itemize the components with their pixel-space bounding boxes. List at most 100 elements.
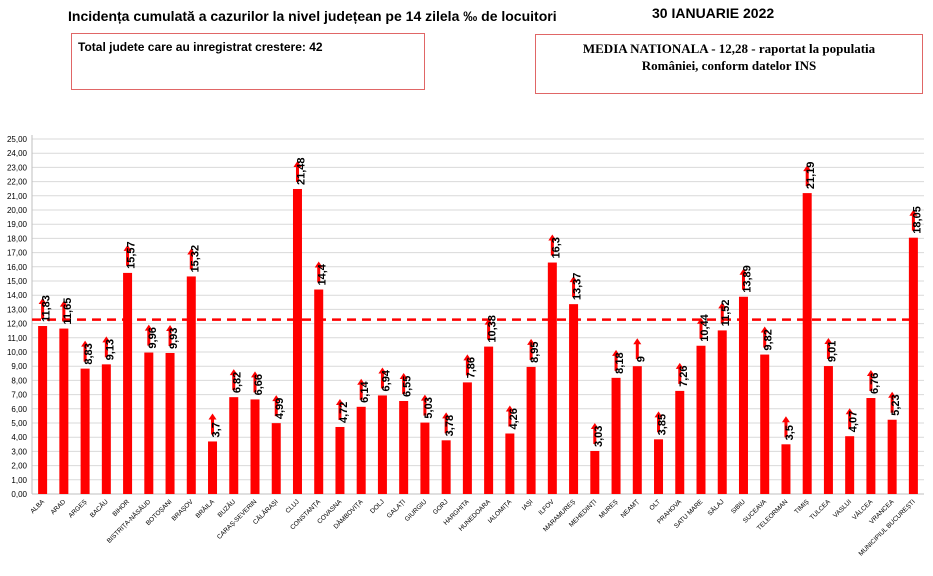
y-tick-label: 8,00	[11, 376, 27, 385]
value-label: 3,7	[211, 422, 223, 437]
increase-arrowhead	[548, 234, 557, 241]
value-label: 9,13	[104, 339, 116, 360]
bar	[356, 406, 366, 494]
value-label: 11,52	[720, 299, 732, 326]
bar	[314, 289, 324, 494]
increase-arrowhead	[590, 422, 599, 429]
y-tick-label: 12,00	[7, 320, 28, 329]
y-tick-label: 5,00	[11, 419, 27, 428]
increase-count-box: Total judete care au inregistrat crester…	[71, 33, 425, 90]
bar	[505, 433, 515, 494]
bar	[144, 352, 154, 494]
y-tick-label: 25,00	[7, 135, 28, 144]
value-label: 3,03	[593, 426, 605, 447]
category-label: TULCEA	[809, 498, 833, 522]
category-label: DOLJ	[369, 498, 386, 515]
bar	[547, 262, 557, 494]
increase-arrowhead	[866, 370, 875, 377]
value-label: 5,03	[423, 397, 435, 418]
value-label: 6,66	[253, 374, 265, 395]
category-label: SĂLAJ	[705, 497, 725, 517]
y-tick-label: 21,00	[7, 192, 28, 201]
increase-arrowhead	[484, 318, 493, 325]
y-tick-label: 10,00	[7, 348, 28, 357]
category-label: ARAD	[50, 498, 68, 516]
increase-arrowhead	[888, 391, 897, 398]
y-tick-label: 1,00	[11, 476, 27, 485]
bar	[38, 326, 48, 494]
bar	[292, 188, 302, 494]
value-label: 9,82	[763, 329, 775, 350]
y-tick-label: 18,00	[7, 234, 28, 243]
y-tick-label: 2,00	[11, 462, 27, 471]
y-tick-label: 3,00	[11, 447, 27, 456]
y-tick-label: 24,00	[7, 149, 28, 158]
y-tick-label: 16,00	[7, 263, 28, 272]
category-label: BUZĂU	[215, 497, 237, 519]
bar	[569, 304, 579, 494]
bar	[271, 423, 281, 494]
bar	[781, 444, 791, 494]
bar	[229, 397, 239, 494]
value-label: 4,99	[274, 398, 286, 419]
bars	[38, 160, 918, 495]
value-label: 9	[635, 356, 647, 362]
category-label: GORJ	[432, 498, 450, 516]
y-tick-label: 6,00	[11, 405, 27, 414]
category-label: SIBIU	[730, 498, 747, 515]
y-tick-label: 4,00	[11, 433, 27, 442]
increase-arrowhead	[781, 416, 790, 423]
category-label: ARGEȘ	[67, 498, 89, 520]
value-label: 6,76	[869, 373, 881, 394]
increase-arrowhead	[293, 160, 302, 167]
increase-arrowhead	[718, 302, 727, 309]
bar	[760, 354, 770, 494]
increase-arrowhead	[251, 371, 259, 378]
y-tick-label: 22,00	[7, 178, 28, 187]
increase-arrowhead	[59, 300, 68, 307]
value-label: 8,18	[614, 352, 626, 373]
increase-arrowhead	[272, 395, 281, 402]
bar	[866, 398, 876, 494]
increase-arrowhead	[654, 411, 663, 418]
category-label: MUREȘ	[598, 498, 620, 520]
increase-arrowhead	[569, 276, 578, 283]
increase-arrowhead	[420, 394, 429, 401]
value-label: 3,5	[784, 425, 796, 440]
y-tick-label: 7,00	[11, 391, 27, 400]
value-label: 13,37	[572, 273, 584, 301]
value-label: 3,85	[657, 414, 669, 435]
y-tick-label: 9,00	[11, 362, 27, 371]
bar	[802, 193, 812, 495]
increase-arrowhead	[208, 413, 217, 420]
increase-arrowhead	[442, 412, 451, 419]
bar	[420, 422, 430, 494]
y-tick-label: 17,00	[7, 249, 28, 258]
bar	[654, 439, 664, 494]
category-label: IALOMIȚA	[487, 498, 514, 525]
increase-arrowhead	[845, 408, 854, 415]
y-tick-label: 19,00	[7, 220, 28, 229]
increase-arrowhead	[399, 372, 408, 379]
national-average-line1: MEDIA NATIONALA - 12,28 - raportat la po…	[582, 41, 876, 56]
category-label: BIHOR	[111, 498, 131, 518]
category-label: IAȘI	[521, 498, 535, 512]
value-label: 9,93	[168, 328, 180, 349]
increase-arrowhead	[144, 324, 153, 331]
increase-arrowhead	[803, 165, 812, 172]
increase-arrowhead	[81, 340, 90, 347]
bar	[484, 346, 494, 494]
increase-arrowhead	[527, 338, 536, 345]
bar	[399, 400, 409, 494]
y-tick-label: 13,00	[7, 305, 28, 314]
bar	[123, 272, 133, 494]
value-label: 10,44	[699, 313, 711, 341]
value-label: 6,55	[402, 376, 414, 397]
value-label: 3,78	[444, 415, 456, 436]
bar	[590, 450, 600, 494]
increase-arrowhead	[909, 209, 918, 216]
increase-arrowhead	[739, 268, 748, 275]
increase-arrowhead	[229, 369, 238, 376]
bar	[250, 399, 260, 494]
